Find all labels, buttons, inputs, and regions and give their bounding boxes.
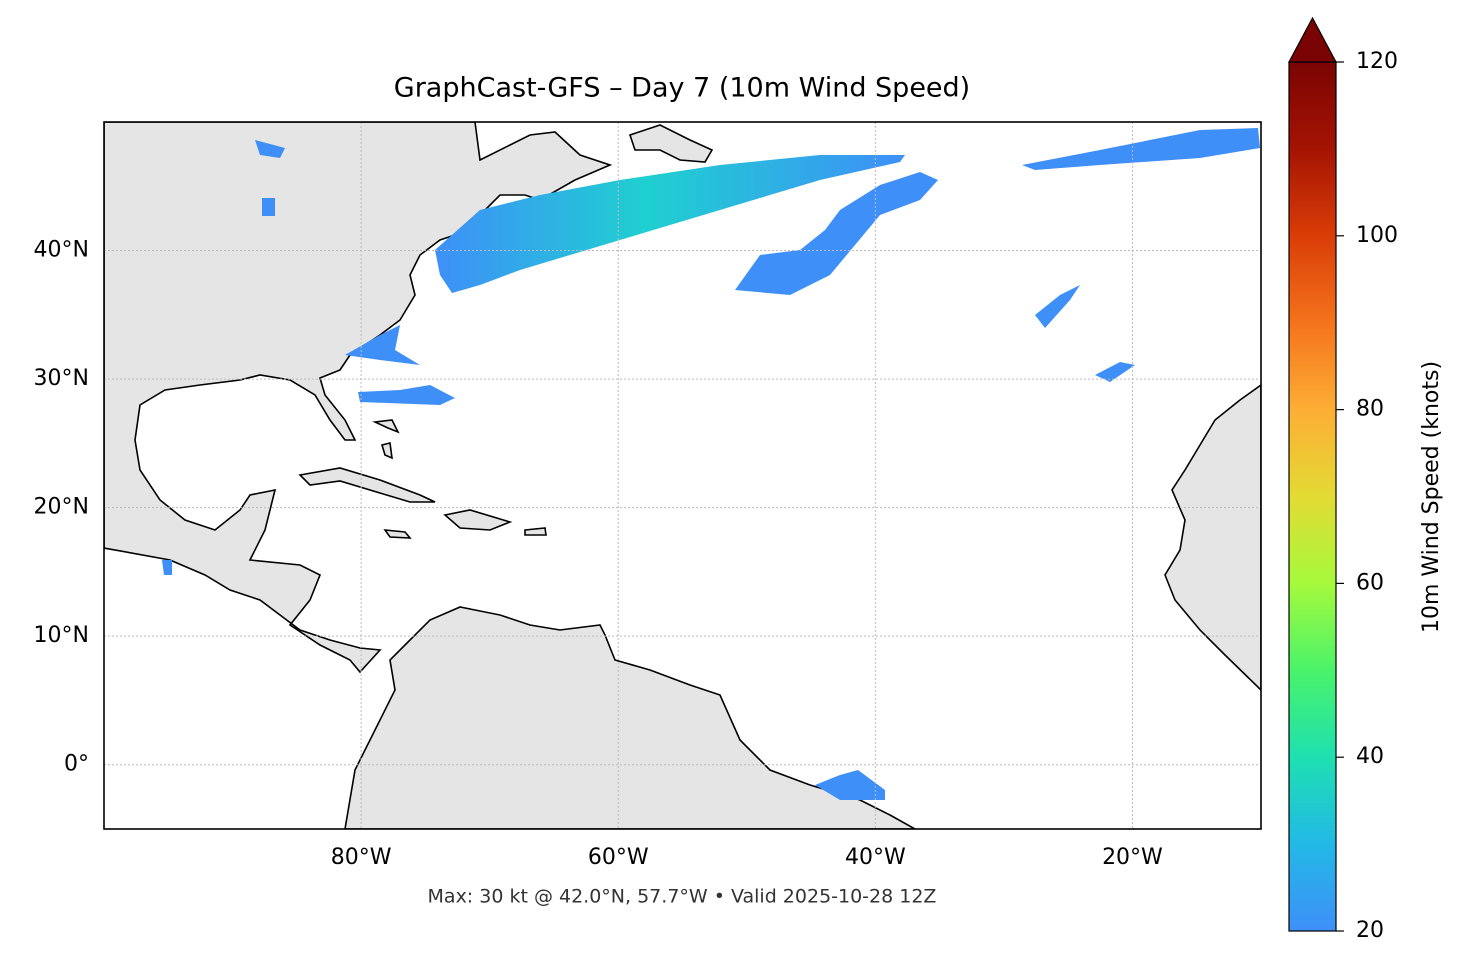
map-title: GraphCast-GFS – Day 7 (10m Wind Speed) bbox=[394, 73, 970, 104]
north-america bbox=[104, 122, 613, 674]
wind-area bbox=[1035, 285, 1080, 328]
africa bbox=[1164, 384, 1261, 692]
wind-area bbox=[1095, 362, 1135, 382]
x-tick-label: 80°W bbox=[331, 845, 392, 870]
colorbar-scale bbox=[1288, 61, 1337, 932]
wind-area bbox=[735, 172, 938, 295]
footnote: Max: 30 kt @ 42.0°N, 57.7°W • Valid 2025… bbox=[428, 886, 937, 908]
wind-area bbox=[358, 385, 455, 405]
y-tick-label: 20°N bbox=[34, 495, 89, 520]
x-tick-label: 60°W bbox=[588, 845, 649, 870]
y-tick-label: 30°N bbox=[34, 366, 89, 391]
south-america bbox=[344, 606, 917, 829]
bahamas bbox=[372, 419, 400, 460]
colorbar-tick-label: 120 bbox=[1356, 49, 1398, 74]
x-tick-label: 40°W bbox=[845, 845, 906, 870]
graticule bbox=[104, 122, 1261, 829]
wind-area bbox=[815, 770, 885, 800]
colorbar-label: 10m Wind Speed (knots) bbox=[1419, 361, 1444, 633]
hispaniola bbox=[443, 509, 513, 531]
wind-area bbox=[1022, 128, 1260, 170]
jamaica bbox=[383, 529, 412, 539]
newfoundland bbox=[628, 124, 714, 163]
wind-area bbox=[435, 155, 905, 293]
colorbar-tick-label: 20 bbox=[1356, 918, 1384, 943]
colorbar-tick-label: 40 bbox=[1356, 744, 1384, 769]
colorbar-tick-label: 60 bbox=[1356, 570, 1384, 595]
y-tick-label: 10°N bbox=[34, 623, 89, 648]
colorbar-extend bbox=[1287, 16, 1338, 63]
map-frame bbox=[103, 121, 1262, 830]
cuba bbox=[298, 467, 436, 503]
colorbar: 20 40 60 80 100 120 bbox=[1287, 16, 1398, 943]
y-tick-label: 40°N bbox=[34, 238, 89, 263]
y-tick-label: 0° bbox=[64, 752, 89, 777]
puerto-rico bbox=[524, 527, 547, 536]
map-area bbox=[104, 122, 1261, 829]
wind-area bbox=[345, 325, 420, 365]
colorbar-tick-label: 100 bbox=[1356, 223, 1398, 248]
x-tick-label: 20°W bbox=[1102, 845, 1163, 870]
colorbar-tick-label: 80 bbox=[1356, 397, 1384, 422]
